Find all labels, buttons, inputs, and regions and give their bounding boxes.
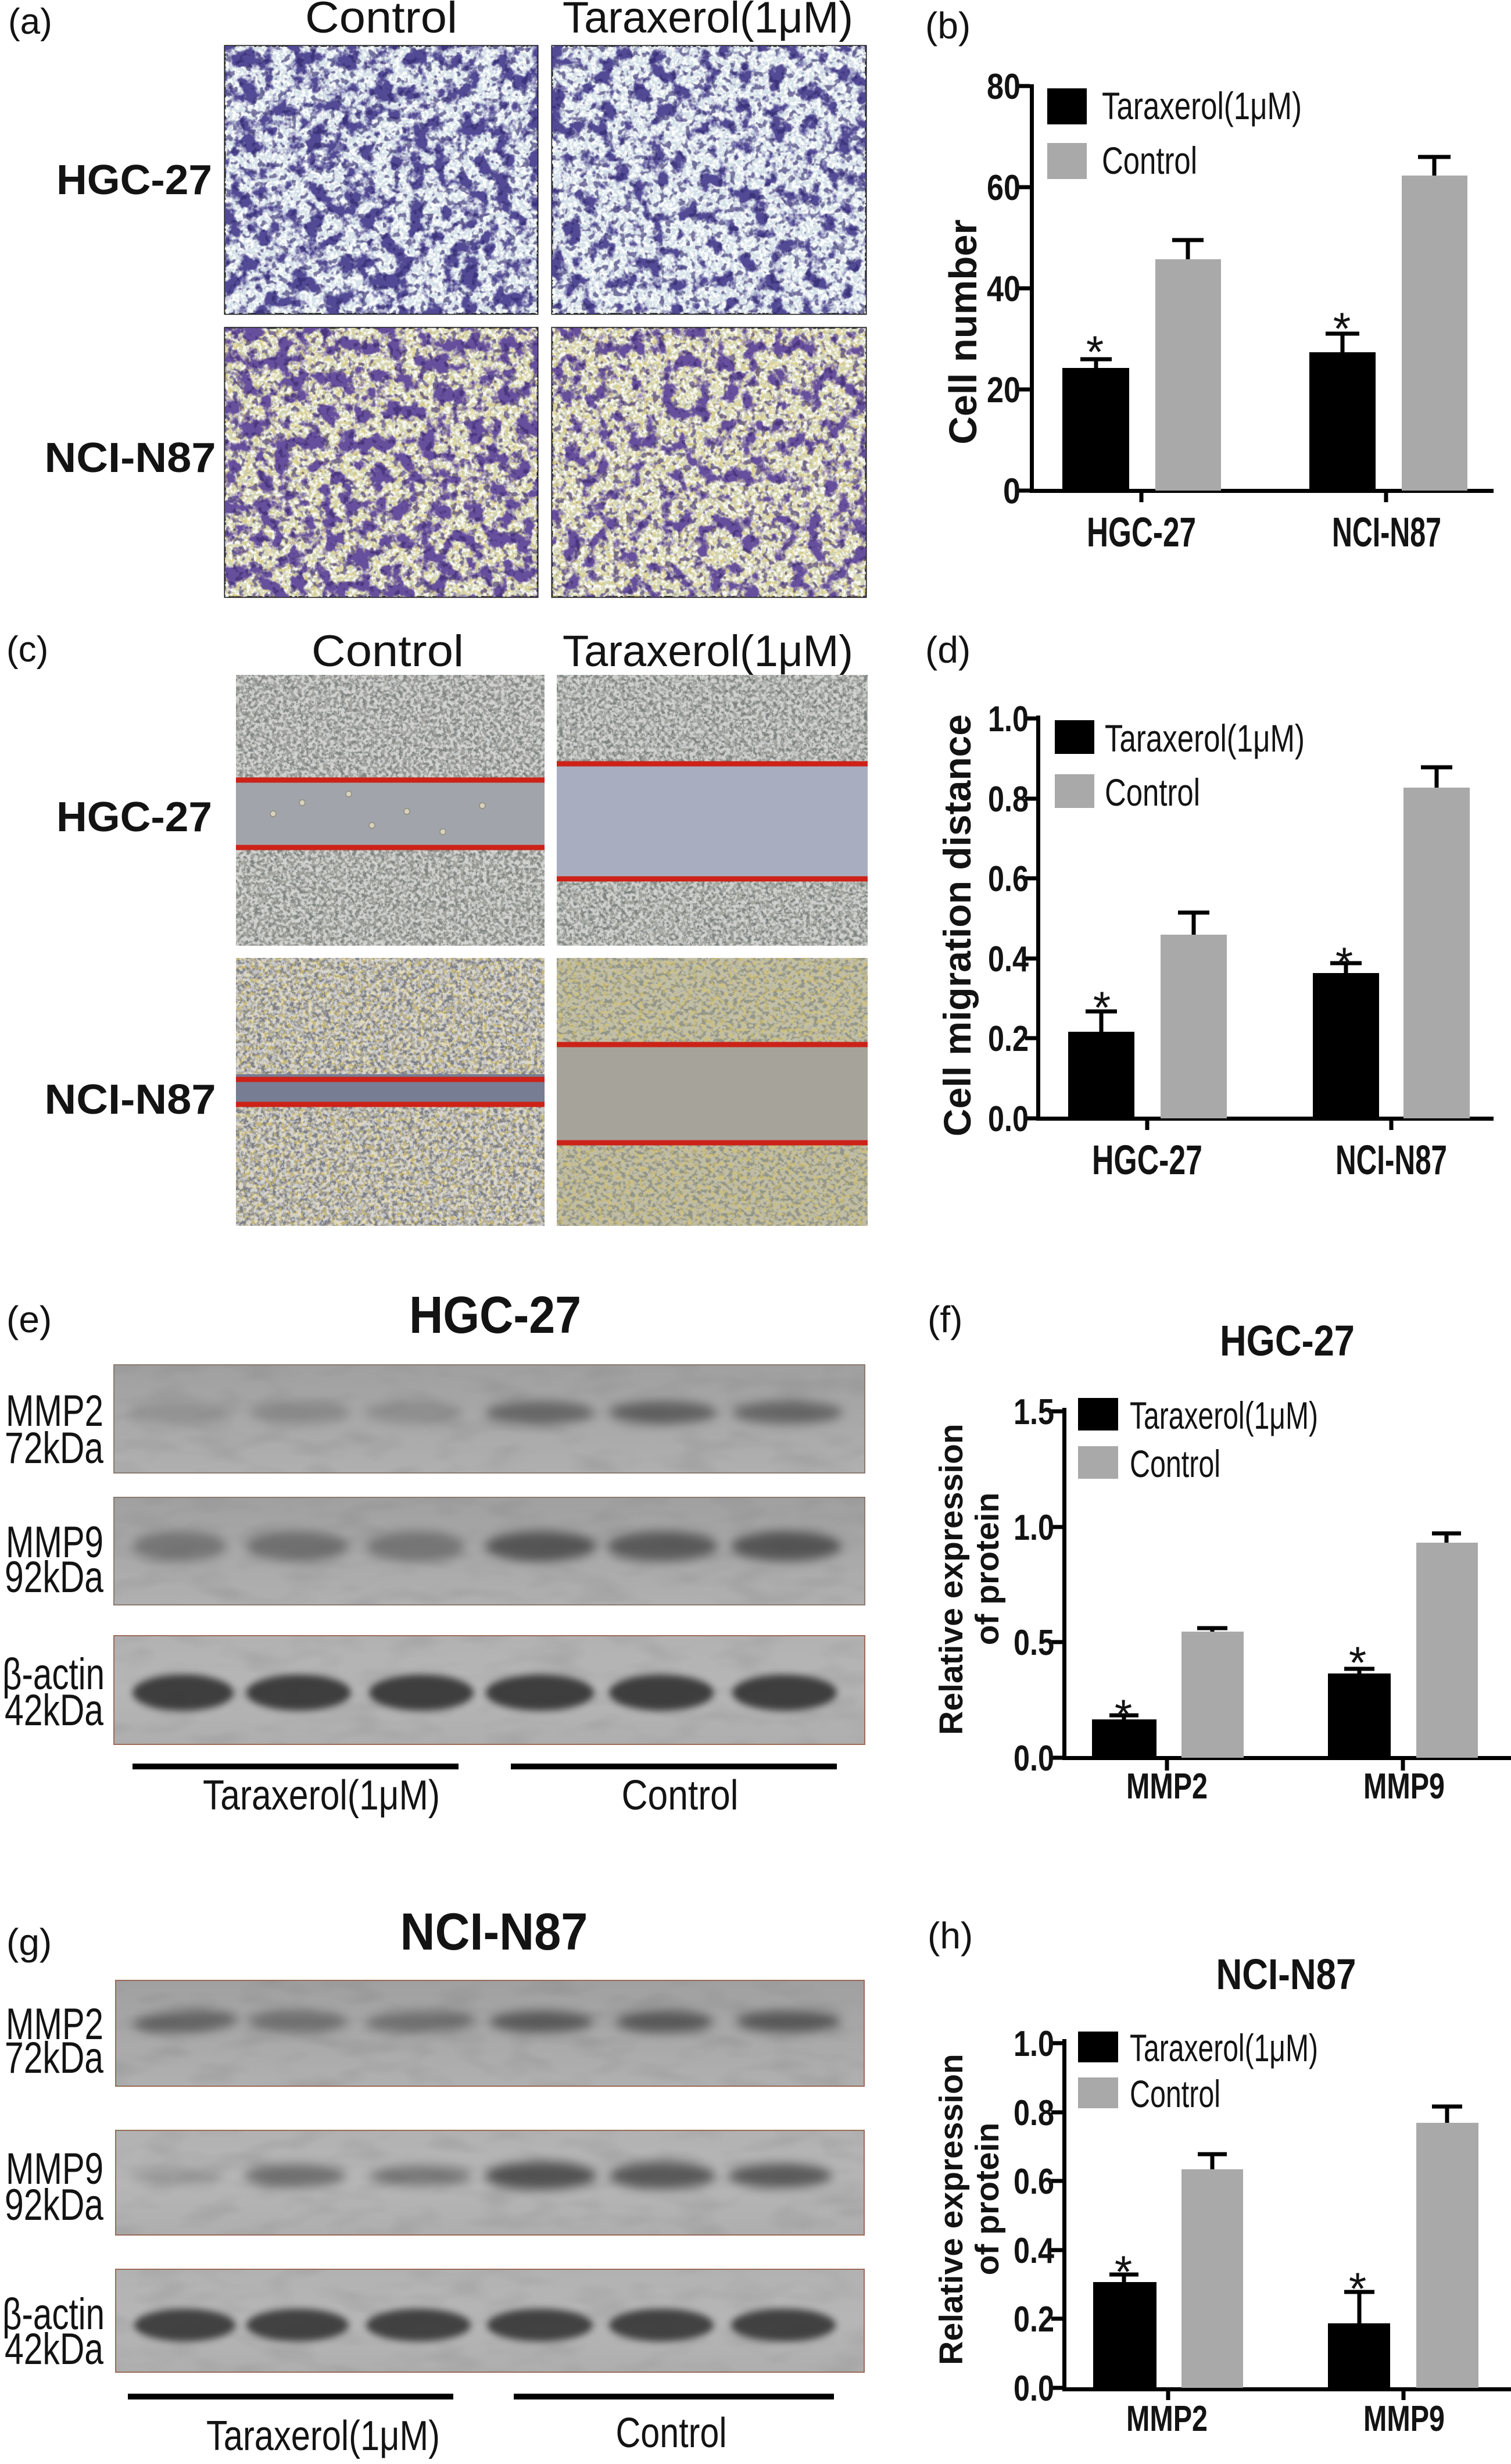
svg-text:(e): (e) xyxy=(6,1299,52,1340)
svg-text:Relative expression: Relative expression xyxy=(933,1424,970,1735)
svg-text:MMP9: MMP9 xyxy=(6,2144,103,2194)
svg-text:*: * xyxy=(1333,303,1351,354)
svg-text:NCI-N87: NCI-N87 xyxy=(400,1903,588,1961)
svg-text:of protein: of protein xyxy=(969,1493,1006,1646)
svg-text:Control: Control xyxy=(1102,139,1197,182)
svg-text:0.2: 0.2 xyxy=(1014,2300,1054,2340)
svg-text:of protein: of protein xyxy=(969,2123,1006,2276)
svg-text:NCI-N87: NCI-N87 xyxy=(1335,1138,1447,1183)
svg-text:1.5: 1.5 xyxy=(1014,1392,1054,1432)
svg-text:0.4: 0.4 xyxy=(988,939,1029,979)
svg-text:80: 80 xyxy=(987,67,1021,107)
svg-text:*: * xyxy=(1349,1637,1366,1688)
svg-text:1.0: 1.0 xyxy=(1014,2024,1054,2064)
svg-text:*: * xyxy=(1349,2263,1366,2314)
svg-text:0.8: 0.8 xyxy=(988,779,1029,820)
svg-text:0.0: 0.0 xyxy=(1014,2369,1054,2409)
svg-text:Control: Control xyxy=(305,0,457,42)
svg-text:0.4: 0.4 xyxy=(1014,2231,1054,2271)
svg-text:20: 20 xyxy=(987,370,1021,410)
svg-text:Control: Control xyxy=(616,2410,727,2456)
svg-text:MMP9: MMP9 xyxy=(6,1518,103,1567)
svg-text:MMP2: MMP2 xyxy=(1126,2399,1208,2439)
svg-text:HGC-27: HGC-27 xyxy=(1087,510,1196,556)
svg-text:Taraxerol(1μM): Taraxerol(1μM) xyxy=(1105,717,1305,760)
svg-text:Relative expression: Relative expression xyxy=(933,2054,970,2365)
svg-text:MMP2: MMP2 xyxy=(1126,1766,1208,1807)
svg-text:NCI-N87: NCI-N87 xyxy=(1216,1950,1356,1998)
svg-text:NCI-N87: NCI-N87 xyxy=(1332,510,1441,556)
svg-text:(f): (f) xyxy=(928,1299,962,1340)
svg-text:(b): (b) xyxy=(925,5,971,47)
svg-text:40: 40 xyxy=(987,269,1021,309)
svg-text:0.8: 0.8 xyxy=(1014,2093,1054,2133)
svg-text:0: 0 xyxy=(1003,471,1021,512)
svg-text:β-actin: β-actin xyxy=(2,1650,105,1699)
svg-text:NCI-N87: NCI-N87 xyxy=(45,435,216,481)
svg-text:0.5: 0.5 xyxy=(1014,1623,1054,1663)
svg-text:Taraxerol(1μM): Taraxerol(1μM) xyxy=(1130,1394,1318,1437)
svg-text:0.6: 0.6 xyxy=(988,859,1029,899)
svg-text:HGC-27: HGC-27 xyxy=(1092,1138,1202,1183)
svg-text:(a): (a) xyxy=(8,2,52,42)
svg-text:*: * xyxy=(1093,982,1111,1033)
svg-text:72kDa: 72kDa xyxy=(5,2033,104,2083)
svg-text:NCI-N87: NCI-N87 xyxy=(45,1077,216,1123)
svg-text:MMP2: MMP2 xyxy=(6,1386,103,1436)
svg-text:92kDa: 92kDa xyxy=(5,2180,104,2230)
svg-text:*: * xyxy=(1115,1690,1132,1741)
svg-text:0.6: 0.6 xyxy=(1014,2162,1054,2202)
svg-text:0.0: 0.0 xyxy=(988,1099,1029,1139)
svg-text:Control: Control xyxy=(311,627,464,676)
svg-text:Taraxerol(1μM): Taraxerol(1μM) xyxy=(1102,84,1302,127)
svg-text:72kDa: 72kDa xyxy=(5,1424,104,1473)
svg-text:Control: Control xyxy=(1130,1442,1220,1485)
svg-text:*: * xyxy=(1086,326,1104,377)
svg-text:Control: Control xyxy=(1130,2072,1220,2115)
svg-text:HGC-27: HGC-27 xyxy=(1220,1317,1355,1365)
svg-text:HGC-27: HGC-27 xyxy=(409,1286,581,1344)
svg-text:Taraxerol(1μM): Taraxerol(1μM) xyxy=(563,627,853,676)
svg-text:42kDa: 42kDa xyxy=(5,1686,104,1735)
svg-text:MMP2: MMP2 xyxy=(6,2000,103,2049)
svg-text:1.0: 1.0 xyxy=(1014,1508,1054,1548)
svg-text:42kDa: 42kDa xyxy=(5,2324,104,2374)
svg-text:(g): (g) xyxy=(6,1921,52,1963)
svg-text:Taraxerol(1μM): Taraxerol(1μM) xyxy=(203,1772,440,1819)
svg-text:1.0: 1.0 xyxy=(988,699,1029,739)
svg-text:HGC-27: HGC-27 xyxy=(56,157,212,203)
svg-text:Control: Control xyxy=(622,1772,739,1819)
svg-text:MMP9: MMP9 xyxy=(1363,1766,1445,1807)
svg-text:Taraxerol(1μM): Taraxerol(1μM) xyxy=(1130,2026,1318,2069)
svg-text:Taraxerol(1μM): Taraxerol(1μM) xyxy=(206,2413,440,2459)
svg-text:(c): (c) xyxy=(6,630,48,670)
svg-text:Taraxerol(1μM): Taraxerol(1μM) xyxy=(563,0,853,42)
svg-text:*: * xyxy=(1335,938,1353,989)
svg-text:60: 60 xyxy=(987,168,1021,208)
svg-text:Cell number: Cell number xyxy=(941,219,985,444)
svg-text:*: * xyxy=(1115,2246,1132,2297)
svg-text:Control: Control xyxy=(1105,771,1200,814)
svg-text:β-actin: β-actin xyxy=(2,2290,105,2339)
svg-text:(h): (h) xyxy=(928,1915,973,1957)
svg-text:HGC-27: HGC-27 xyxy=(56,794,212,841)
svg-text:MMP9: MMP9 xyxy=(1363,2399,1445,2439)
svg-text:0.2: 0.2 xyxy=(988,1019,1029,1059)
svg-text:0.0: 0.0 xyxy=(1014,1739,1054,1779)
svg-text:92kDa: 92kDa xyxy=(5,1553,104,1602)
svg-text:Cell migration distance: Cell migration distance xyxy=(936,714,979,1136)
svg-text:(d): (d) xyxy=(925,629,971,671)
